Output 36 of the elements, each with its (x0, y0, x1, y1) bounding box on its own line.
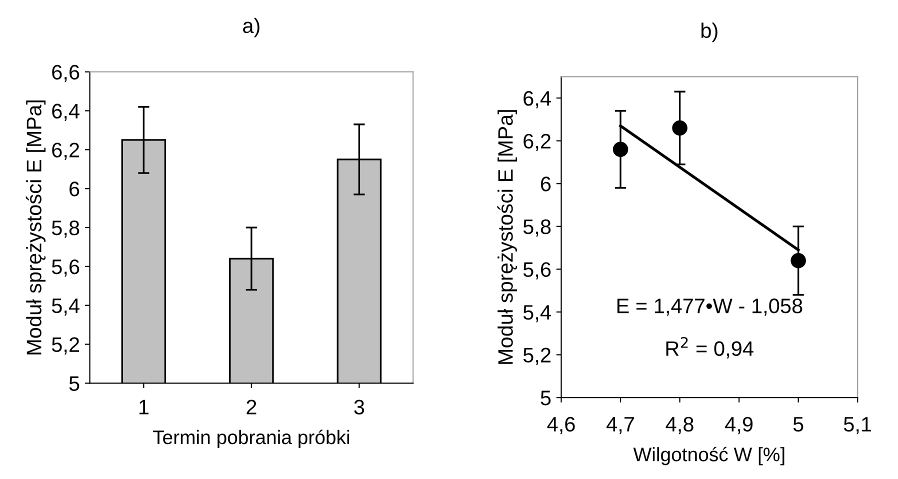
y-tick-label: 5,2 (52, 337, 80, 354)
x-axis-title: Wilgotność W [%] (633, 446, 784, 466)
x-tick-label: 4,9 (725, 416, 753, 434)
y-tick-label: 6,6 (52, 64, 80, 82)
y-tick-label: 5,8 (52, 220, 80, 238)
chart-title: b) (702, 22, 718, 42)
x-axis-title: Termin pobrania próbki (152, 430, 350, 448)
chart-title: a) (243, 18, 260, 38)
y-tick-label: 5,2 (523, 348, 550, 365)
y-tick-label: 5,8 (523, 219, 551, 237)
y-tick-label: 5 (69, 376, 80, 391)
x-tick-label: 3 (354, 400, 364, 414)
y-tick-label: 6,2 (52, 142, 80, 160)
y-tick-label: 6 (70, 182, 80, 196)
x-tick-label: 5,1 (844, 417, 872, 434)
x-tick-label: 4,6 (547, 416, 575, 434)
y-axis-title: Moduł sprężystości E [MPa] (497, 110, 518, 364)
x-tick-label: 4,7 (606, 417, 634, 434)
x-tick-label: 1 (139, 400, 148, 414)
point (672, 120, 688, 136)
y-tick-label: 6,4 (52, 104, 80, 121)
annotation: R$^{2}$ = 0,94 (666, 336, 754, 358)
y-tick-label: 5,4 (52, 298, 80, 316)
y-tick-label: 5,4 (523, 305, 551, 322)
x-tick-label: 5 (793, 417, 804, 432)
x-tick-label: 2 (246, 400, 256, 414)
y-tick-label: 6,2 (524, 134, 550, 152)
y-tick-label: 5,6 (523, 262, 551, 280)
y-axis-title: Moduł sprężystości E [MPa] (26, 100, 46, 354)
annotation: E = 1,477•W - 1,058 (617, 298, 802, 316)
y-tick-label: 6 (541, 176, 551, 192)
x-tick-label: 4,8 (666, 416, 694, 434)
y-tick-label: 6,4 (524, 91, 551, 108)
y-tick-label: 5,6 (52, 259, 80, 277)
point (790, 253, 806, 268)
point (612, 142, 628, 158)
